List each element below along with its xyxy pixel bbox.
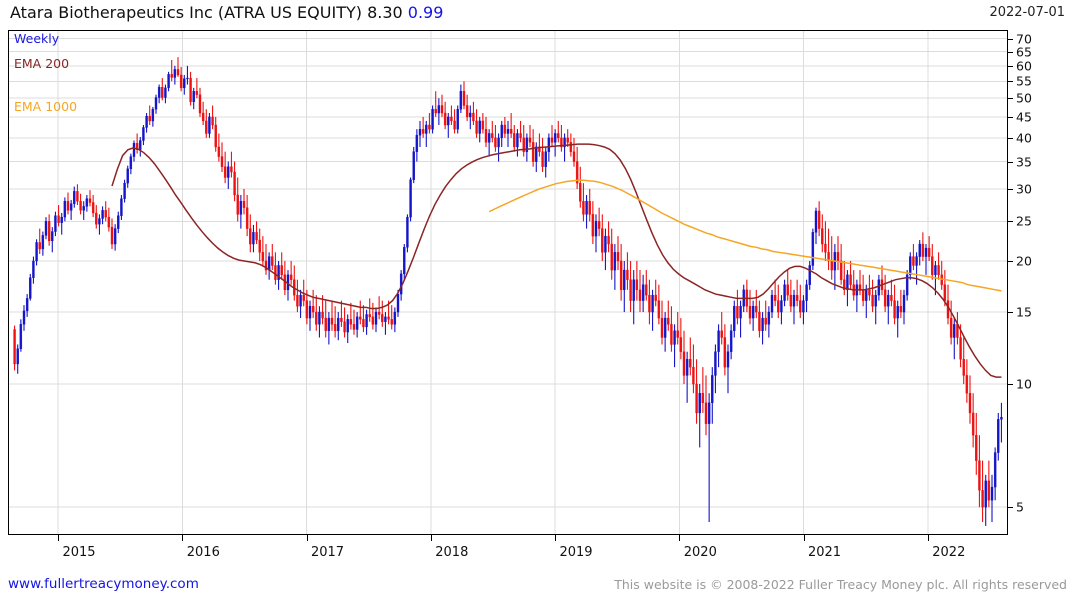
- x-tick-label: 2018: [435, 545, 469, 560]
- x-tick-mark: [182, 535, 184, 541]
- x-tick-mark: [555, 535, 556, 541]
- series-ema-1000: [488, 179, 1002, 292]
- plot-area[interactable]: [8, 30, 1008, 535]
- y-tick-mark: [1008, 51, 1013, 53]
- x-tick-label: 2015: [62, 545, 96, 560]
- y-tick-mark: [1008, 116, 1013, 118]
- chart-date: 2022-07-01: [989, 5, 1065, 20]
- gridlines: [9, 38, 1007, 508]
- x-tick-mark: [430, 535, 432, 541]
- y-tick-label: 70: [1016, 31, 1032, 46]
- x-tick-mark: [927, 535, 929, 541]
- chart-title: Atara Biotherapeutics Inc (ATRA US EQUIT…: [10, 3, 443, 22]
- y-axis: 5 10 15 20 25 30 35 40 45 50 55 60 65 70: [1008, 30, 1068, 535]
- y-tick-mark: [1008, 312, 1013, 314]
- x-tick-mark: [58, 535, 59, 541]
- y-tick-mark: [1008, 98, 1013, 100]
- y-tick-mark: [1008, 137, 1013, 139]
- year-gridlines: [57, 31, 929, 534]
- y-tick-label: 20: [1016, 253, 1032, 269]
- y-tick-label: 10: [1016, 376, 1032, 392]
- y-tick-label: 25: [1016, 213, 1032, 229]
- y-tick-label: 40: [1016, 130, 1032, 146]
- chart-title-text: Atara Biotherapeutics Inc (ATRA US EQUIT…: [10, 3, 403, 22]
- y-tick-mark: [1008, 65, 1013, 67]
- y-tick-mark: [1008, 261, 1013, 262]
- price-change: 0.99: [407, 3, 444, 22]
- y-tick-label: 45: [1016, 109, 1032, 125]
- y-tick-mark: [1008, 189, 1013, 190]
- candlesticks: [13, 57, 1003, 526]
- x-axis: 2015 2016 2017 2018 2019 2020 2021 2022: [8, 535, 1008, 565]
- y-tick-mark: [1008, 384, 1013, 386]
- site-url[interactable]: www.fullertreacymoney.com: [8, 576, 199, 592]
- x-tick-label: 2019: [559, 545, 593, 560]
- series-ema-200: [111, 143, 1002, 378]
- y-tick-label: 60: [1016, 58, 1032, 74]
- x-tick-label: 2020: [683, 545, 717, 560]
- y-tick-mark: [1008, 38, 1013, 40]
- y-tick-label: 5: [1016, 499, 1024, 515]
- y-tick-label: 35: [1016, 154, 1032, 170]
- x-tick-label: 2021: [807, 545, 842, 560]
- y-tick-label: 55: [1016, 73, 1032, 89]
- chart-header: Atara Biotherapeutics Inc (ATRA US EQUIT…: [0, 0, 1075, 26]
- x-tick-label: 2016: [186, 545, 220, 560]
- x-tick-mark: [306, 535, 308, 541]
- x-tick-label: 2017: [310, 545, 345, 560]
- y-tick-label: 65: [1016, 44, 1032, 60]
- y-tick-mark: [1008, 507, 1013, 509]
- x-tick-label: 2022: [932, 545, 966, 560]
- y-tick-label: 50: [1016, 90, 1032, 106]
- copyright-notice: This website is © 2008-2022 Fuller Treac…: [614, 577, 1067, 592]
- y-tick-mark: [1008, 81, 1013, 83]
- y-tick-label: 30: [1016, 181, 1032, 197]
- x-tick-mark: [679, 535, 681, 541]
- y-tick-mark: [1008, 221, 1013, 223]
- price-chart-svg: [9, 31, 1007, 534]
- y-tick-mark: [1008, 161, 1013, 163]
- x-tick-mark: [803, 535, 805, 541]
- y-tick-label: 15: [1016, 304, 1032, 320]
